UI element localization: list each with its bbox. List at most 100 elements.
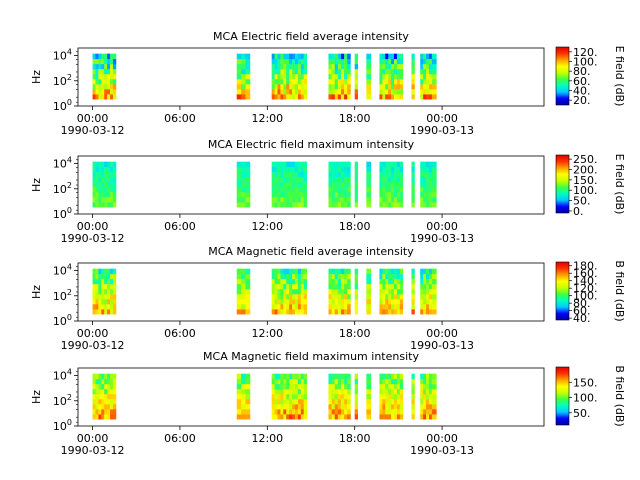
heatmap-cell (391, 191, 395, 198)
heatmap-cell (283, 68, 287, 75)
heatmap-cell (411, 414, 415, 420)
heatmap-cell (283, 63, 287, 70)
heatmap-cell (303, 53, 308, 60)
heatmap-cell (379, 408, 383, 415)
heatmap-cell (241, 78, 246, 85)
heatmap-cell (354, 83, 358, 90)
heatmap-cell (303, 303, 308, 310)
heatmap-cell (428, 88, 433, 95)
heatmap (92, 161, 437, 208)
heatmap-cell (286, 68, 290, 75)
heatmap-cell (328, 94, 332, 100)
heatmap-cell (292, 309, 296, 315)
heatmap-cell (431, 88, 437, 95)
heatmap-cell (107, 58, 111, 65)
heatmap-cell (431, 268, 437, 275)
heatmap-cell (347, 94, 351, 100)
heatmap-cell (286, 398, 290, 405)
heatmap-cell (271, 293, 275, 300)
heatmap-cell (354, 414, 358, 420)
heatmap-cell (245, 388, 251, 395)
heatmap-cell (283, 309, 287, 315)
heatmap-cell (294, 388, 299, 395)
heatmap-cell (411, 63, 415, 70)
colorbar-tick-label: 120. (573, 46, 598, 59)
heatmap-cell (328, 398, 332, 405)
heatmap-cell (354, 309, 358, 315)
heatmap-cell (98, 373, 102, 380)
panel-title: MCA Magnetic field average intensity (208, 245, 414, 258)
heatmap-cell (101, 63, 105, 70)
heatmap-cell (344, 303, 348, 310)
heatmap-cell (110, 378, 114, 385)
heatmap-cell (428, 176, 433, 183)
heatmap-cell (297, 388, 302, 395)
heatmap-cell (292, 414, 296, 420)
heatmap-cell (112, 83, 117, 90)
heatmap-cell (426, 186, 430, 193)
heatmap-cell (388, 278, 392, 285)
heatmap-cell (245, 278, 251, 285)
heatmap-cell (107, 196, 111, 203)
heatmap-cell (286, 83, 290, 90)
heatmap-cell (245, 68, 251, 75)
heatmap-cell (334, 191, 339, 198)
heatmap-cell (92, 88, 96, 95)
heatmap-cell (426, 393, 430, 400)
heatmap-cell (388, 68, 392, 75)
heatmap-cell (300, 176, 305, 183)
panel-title: MCA Electric field average intensity (213, 30, 409, 43)
heatmap-cell (394, 196, 398, 203)
heatmap-cell (411, 303, 415, 310)
heatmap-cell (328, 303, 332, 310)
heatmap-cell (286, 53, 290, 60)
heatmap-cell (391, 202, 395, 208)
heatmap-cell (385, 196, 389, 203)
heatmap-cell (271, 383, 275, 390)
heatmap-cell (394, 83, 398, 90)
heatmap-cell (245, 78, 251, 85)
heatmap-cell (286, 171, 290, 178)
heatmap-cell (337, 161, 342, 168)
heatmap-cell (328, 53, 332, 60)
heatmap-cell (280, 73, 284, 80)
heatmap-cell (95, 181, 99, 188)
heatmap-cell (331, 268, 336, 275)
heatmap-cell (344, 278, 348, 285)
heatmap-cell (379, 63, 383, 70)
heatmap-cell (347, 83, 351, 90)
heatmap-cell (236, 63, 242, 70)
heatmap-cell (292, 373, 296, 380)
heatmap-cell (104, 309, 108, 315)
heatmap-cell (292, 298, 296, 305)
heatmap-cell (236, 298, 242, 305)
heatmap-cell (340, 58, 345, 65)
heatmap-cell (423, 202, 427, 208)
heatmap-cell (382, 202, 386, 208)
heatmap-cell (399, 268, 404, 275)
heatmap-cell (297, 268, 302, 275)
heatmap-cell (399, 186, 404, 193)
heatmap-cell (331, 73, 336, 80)
heatmap-cell (95, 83, 99, 90)
heatmap-cell (286, 373, 290, 380)
heatmap-cell (347, 383, 351, 390)
heatmap-cell (241, 83, 246, 90)
heatmap-cell (426, 53, 430, 60)
heatmap-cell (280, 293, 284, 300)
heatmap-cell (394, 176, 398, 183)
heatmap-cell (245, 186, 251, 193)
heatmap-cell (98, 83, 102, 90)
heatmap-cell (396, 181, 401, 188)
heatmap-cell (340, 196, 345, 203)
heatmap-cell (428, 278, 433, 285)
heatmap-cell (104, 73, 108, 80)
heatmap-cell (274, 166, 278, 173)
heatmap-cell (423, 196, 427, 203)
x-tick-date: 1990-03-12 (61, 444, 125, 457)
heatmap-cell (283, 393, 287, 400)
heatmap-cell (394, 186, 398, 193)
heatmap-cell (344, 408, 348, 415)
heatmap-cell (428, 273, 433, 280)
heatmap-cell (328, 161, 332, 168)
